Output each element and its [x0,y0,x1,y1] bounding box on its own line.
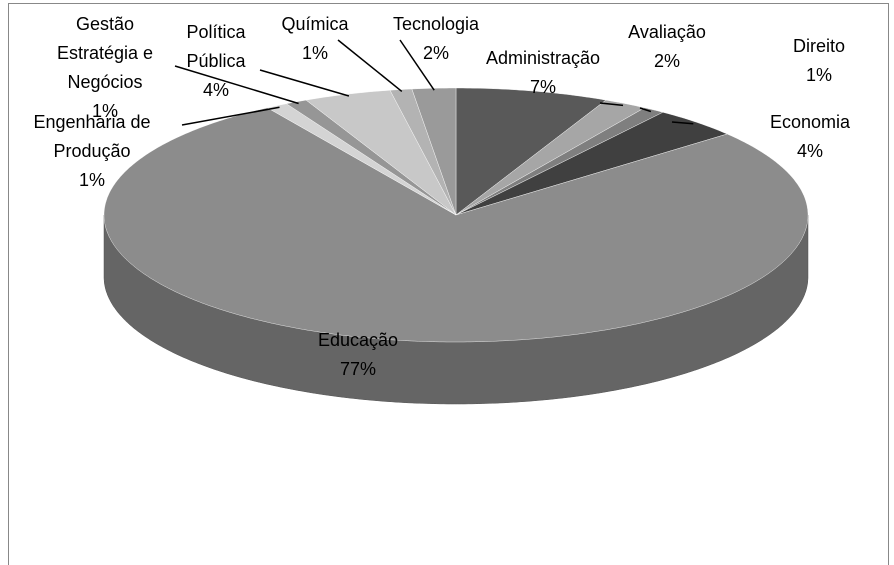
leader-line [337,39,403,92]
slice [285,99,457,216]
value-label: 2% [422,43,449,63]
slice-label: Política Pública 4% [176,18,256,105]
slice [455,99,646,216]
category-name: Economia [769,112,851,132]
leader-line [671,121,694,125]
category-name: Avaliação [628,22,706,42]
slice-label: Gestão Estratégia e Negócios 1% [38,10,173,126]
category-name: Administração [485,48,601,68]
slice [305,89,457,216]
category-name: Educação [317,330,399,350]
slice-label: Educação 77% [318,326,398,384]
slice-label: Química 1% [281,10,348,68]
slice-label: Administração 7% [486,44,600,102]
value-label: 1% [301,43,328,63]
slice-label: Tecnologia 2% [393,10,479,68]
leader-line [181,106,280,126]
slice-label: Avaliação 2% [628,18,706,76]
slice [411,87,457,216]
value-label: 7% [529,77,557,97]
slice [455,107,664,216]
slice [389,88,457,216]
slice [103,107,809,343]
slice [266,103,457,216]
chart-border [8,3,889,565]
value-label: 1% [805,65,833,85]
leader-line [599,102,624,107]
category-name: Tecnologia [392,14,480,34]
category-name: Política Pública [186,22,246,71]
category-name: Engenharia de Produção [33,112,151,161]
category-name: Química [281,14,349,34]
value-label: 1% [91,101,118,121]
leader-line [399,39,435,91]
category-name: Gestão Estratégia e Negócios [56,14,154,92]
slice [455,87,607,216]
value-label: 77% [339,359,377,379]
slice-label: Engenharia de Produção 1% [5,108,180,195]
value-label: 2% [653,51,681,71]
leader-line [639,107,652,113]
value-label: 1% [78,170,105,190]
slice-label: Economia 4% [770,108,850,166]
leader-line [259,69,350,97]
value-label: 4% [202,80,229,100]
category-name: Direito [792,36,846,56]
leader-line [174,65,299,105]
slice [455,112,728,216]
value-label: 4% [796,141,824,161]
slice-label: Direito 1% [793,32,845,90]
